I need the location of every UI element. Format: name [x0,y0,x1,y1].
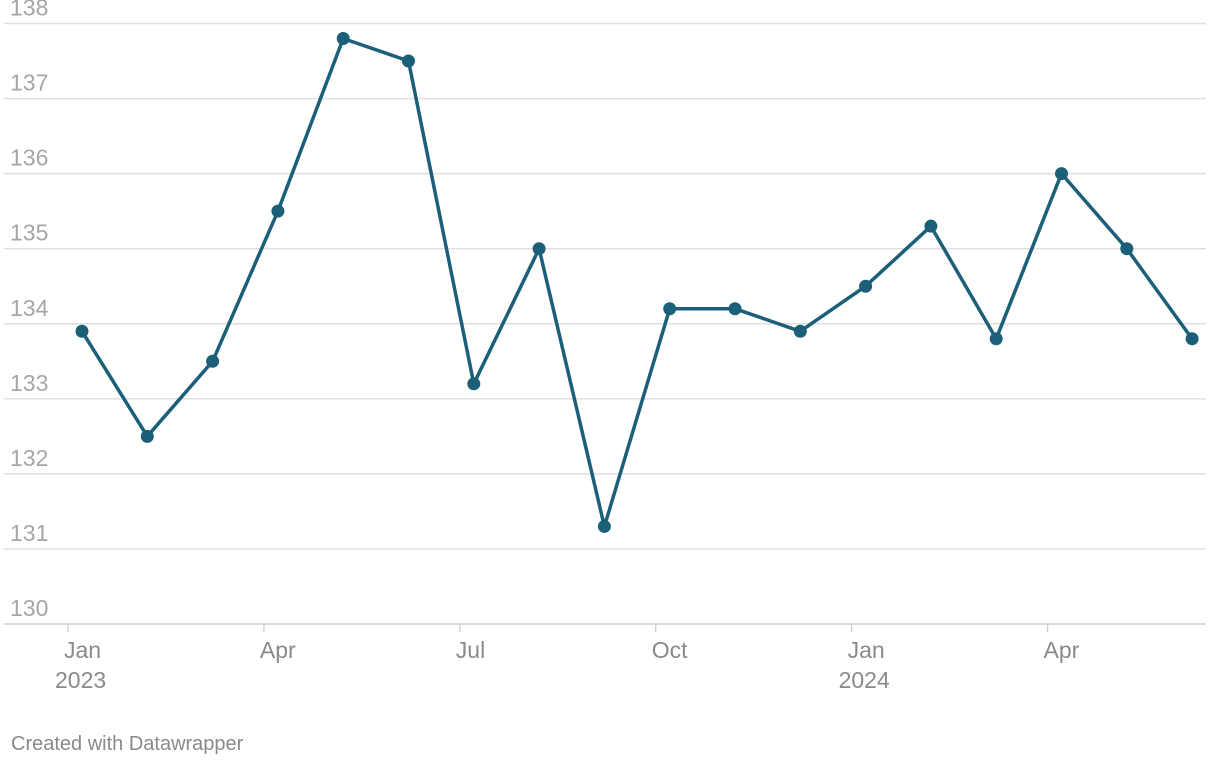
data-point[interactable] [467,377,481,391]
x-tick-label-year: 2024 [839,667,890,693]
data-point[interactable] [1120,242,1134,256]
data-point[interactable] [728,302,742,316]
y-tick-label: 134 [10,295,49,321]
y-tick-label: 138 [10,0,48,21]
data-point[interactable] [597,519,611,533]
x-tick-label-month: Jul [456,637,485,663]
y-tick-label: 137 [10,70,48,96]
y-tick-label: 130 [10,595,48,621]
data-point[interactable] [989,332,1003,346]
x-tick-label-year: 2023 [55,667,106,693]
x-tick-label-month: Jan [848,637,885,663]
data-point[interactable] [793,324,807,338]
data-point[interactable] [1185,332,1199,346]
x-tick-label-month: Apr [260,637,296,663]
data-point[interactable] [859,279,873,293]
axis-layer: 130 131 132 133 134 135 136 137 138 Jan 2023 Apr Jul… [10,0,1080,693]
data-point[interactable] [1055,167,1068,181]
series-layer [75,32,1199,533]
grid-layer [4,22,1206,625]
y-tick-label: 135 [10,220,48,246]
data-point[interactable] [271,204,285,218]
data-point[interactable] [206,354,220,368]
data-point[interactable] [924,219,938,233]
data-point[interactable] [336,32,350,46]
data-point[interactable] [75,324,89,338]
footer-credit[interactable]: Created with Datawrapper [11,733,244,755]
y-tick-label: 136 [10,145,48,171]
y-tick-label: 132 [10,445,48,471]
data-point[interactable] [532,242,546,256]
x-tick-label-month: Jan [64,637,101,663]
x-tick-label-month: Oct [652,637,688,663]
series-line [80,36,1194,529]
y-tick-label: 133 [10,370,48,396]
y-tick-label: 131 [10,520,48,546]
data-point[interactable] [663,302,677,316]
data-point[interactable] [140,429,154,443]
x-tick-label-month: Apr [1044,637,1080,663]
data-point[interactable] [402,54,415,68]
